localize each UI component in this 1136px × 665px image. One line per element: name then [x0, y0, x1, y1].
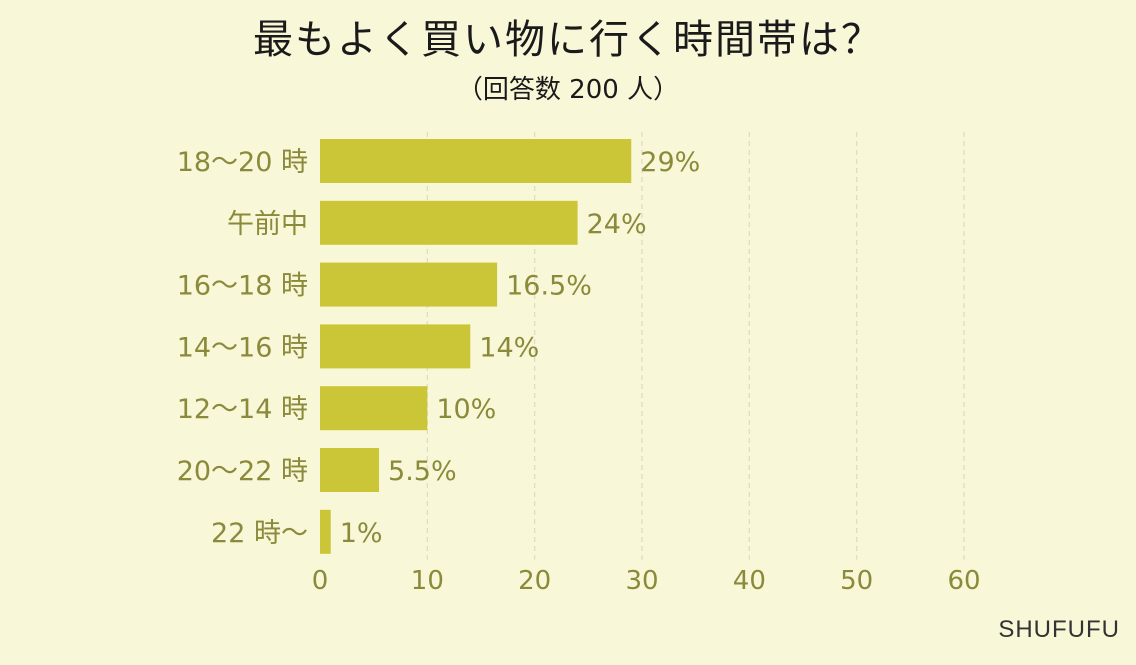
- x-tick-label: 60: [947, 566, 980, 596]
- category-label: 12～14 時: [177, 394, 308, 425]
- x-tick-label: 40: [733, 566, 766, 596]
- category-label: 18～20 時: [177, 147, 308, 178]
- data-label: 1%: [340, 518, 383, 549]
- data-label: 29%: [640, 147, 700, 178]
- x-tick-label: 10: [411, 566, 444, 596]
- bar-4: [320, 386, 428, 431]
- bar-5: [320, 448, 380, 492]
- category-label: 14～16 時: [177, 332, 308, 363]
- category-label: 16～18 時: [177, 271, 308, 302]
- bar-3: [320, 324, 471, 369]
- bar-0: [320, 139, 632, 183]
- data-label: 24%: [587, 209, 647, 240]
- category-label: 20～22 時: [177, 456, 308, 487]
- data-label: 14%: [479, 332, 539, 363]
- category-label: 午前中: [227, 209, 308, 240]
- bar-2: [320, 262, 498, 307]
- x-tick-label: 30: [625, 566, 658, 596]
- bar-1: [320, 200, 578, 245]
- chart-title: 最もよく買い物に行く時間帯は？: [253, 17, 883, 63]
- brand-logo: SHUFUFU: [998, 616, 1120, 643]
- x-tick-label: 0: [312, 566, 329, 596]
- data-label: 5.5%: [388, 456, 457, 487]
- category-label: 22 時～: [211, 518, 308, 549]
- x-tick-label: 50: [840, 566, 873, 596]
- data-label: 10%: [436, 394, 496, 425]
- bar-6: [320, 509, 331, 554]
- x-tick-label: 20: [518, 566, 551, 596]
- data-label: 16.5%: [506, 271, 592, 302]
- chart-subtitle: （回答数 200 人）: [456, 75, 680, 105]
